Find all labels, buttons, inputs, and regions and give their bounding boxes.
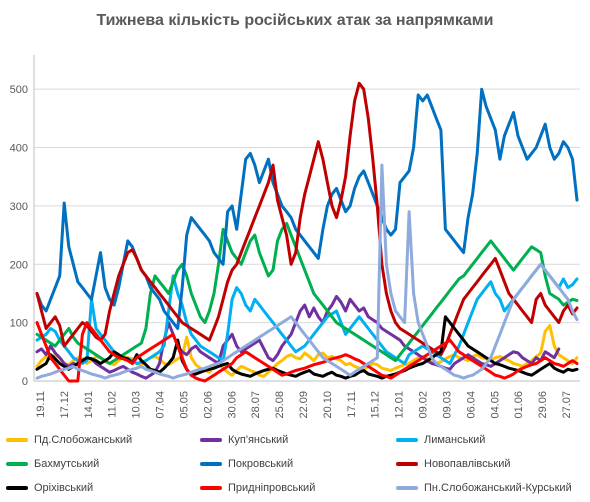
x-tick-label: 09.02 — [418, 391, 430, 419]
x-tick-label: 07.04 — [155, 391, 167, 419]
x-tick-label: 30.06 — [226, 391, 238, 419]
x-tick-label: 22.09 — [298, 391, 310, 419]
x-tick-label: 19.11 — [35, 391, 47, 418]
x-tick-label: 20.10 — [322, 391, 334, 419]
y-tick-label: 500 — [10, 84, 28, 96]
legend-label: Пн.Слобожанський-Курський — [424, 482, 572, 494]
legend-item: Бахмутський — [6, 454, 99, 474]
legend-label: Новопавлівський — [424, 458, 511, 470]
x-tick-label: 15.12 — [370, 391, 382, 419]
series-line-6 — [35, 81, 579, 357]
legend-swatch — [6, 438, 28, 442]
y-tick-label: 100 — [10, 318, 28, 330]
legend-label: Лиманський — [424, 434, 486, 446]
x-tick-label: 10.03 — [131, 391, 143, 419]
x-tick-label: 29.06 — [537, 391, 549, 419]
legend-item: Новопавлівський — [396, 454, 510, 474]
legend-label: Покровський — [228, 458, 294, 470]
x-tick-label: 05.05 — [178, 391, 190, 419]
legend-swatch — [396, 486, 418, 490]
legend-item: Лиманський — [396, 430, 485, 450]
series-line-5 — [35, 87, 579, 330]
legend-label: Куп'янський — [228, 434, 289, 446]
x-tick-label: 17.11 — [346, 391, 358, 418]
legend-swatch — [200, 438, 222, 442]
series-line-2 — [35, 294, 561, 380]
chart-title: Тижнева кількість російських атак за нап… — [96, 12, 494, 29]
series-layer — [35, 81, 579, 383]
legend-item: Покровський — [200, 454, 293, 474]
legend: Пд.Слобожанський Куп'янський Лиманський Бах… — [0, 426, 590, 502]
x-tick-label: 01.06 — [513, 391, 525, 419]
x-tick-label: 12.01 — [394, 391, 406, 419]
legend-item: Пд.Слобожанський — [6, 430, 132, 450]
legend-swatch — [6, 486, 28, 490]
x-tick-label: 02.06 — [202, 391, 214, 419]
y-tick-label: 300 — [10, 201, 28, 213]
x-tick-label: 09.03 — [441, 391, 453, 419]
series-line-7 — [35, 315, 579, 380]
legend-swatch — [200, 486, 222, 490]
legend-item: Придніпровський — [200, 478, 315, 498]
x-axis: 19.11 17.12 14.01 11.02 10.03 07.04 05.05 02.06… — [34, 380, 580, 419]
x-tick-label: 28.07 — [250, 391, 262, 419]
legend-label: Бахмутський — [34, 458, 100, 470]
legend-item: Пн.Слобожанський-Курський — [396, 478, 572, 498]
series-line-4 — [35, 221, 579, 365]
legend-item: Оріхівський — [6, 478, 93, 498]
series-line-9 — [35, 163, 579, 380]
x-tick-label: 06.04 — [465, 391, 477, 419]
legend-swatch — [396, 438, 418, 442]
y-tick-label: 0 — [22, 376, 28, 388]
x-tick-label: 17.12 — [59, 391, 71, 419]
y-axis: 0 100 200 300 400 500 — [10, 55, 35, 388]
y-tick-label: 400 — [10, 143, 28, 155]
legend-swatch — [200, 462, 222, 466]
x-tick-label: 14.01 — [83, 391, 95, 419]
chart-plot: 0 100 200 300 400 500 19.11 17.12 14.01 11.02 10.… — [10, 55, 580, 419]
legend-label: Пд.Слобожанський — [34, 434, 133, 446]
x-tick-label: 04.05 — [489, 391, 501, 419]
x-tick-label: 11.02 — [107, 391, 119, 418]
legend-item: Куп'янський — [200, 430, 288, 450]
x-tick-label: 25.08 — [274, 391, 286, 419]
x-tick-label: 27.07 — [561, 391, 573, 419]
y-tick-label: 200 — [10, 259, 28, 271]
series-line-8 — [35, 321, 579, 383]
legend-swatch — [396, 462, 418, 466]
legend-label: Оріхівський — [34, 482, 94, 494]
legend-label: Придніпровський — [228, 482, 316, 494]
legend-swatch — [6, 462, 28, 466]
